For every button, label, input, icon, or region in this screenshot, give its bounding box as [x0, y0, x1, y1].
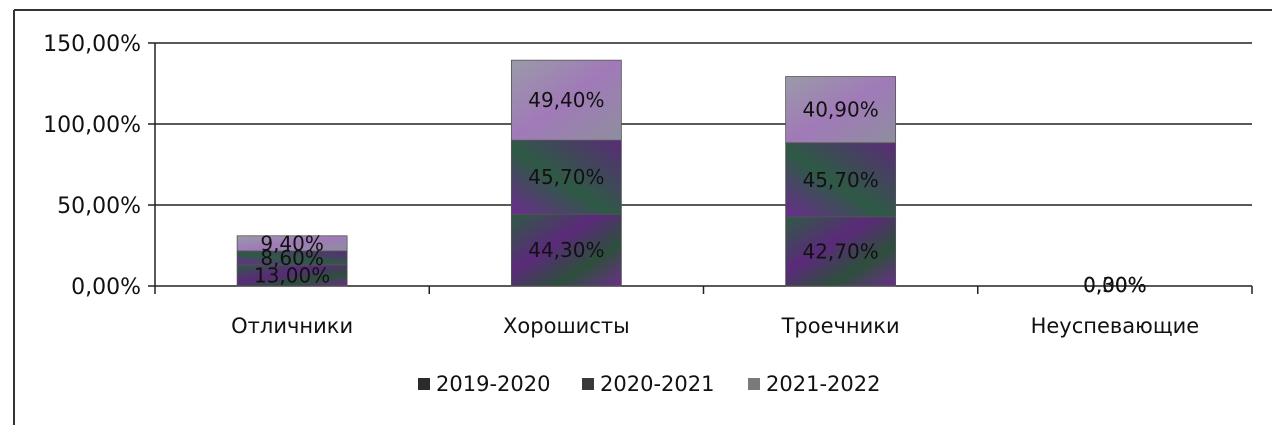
y-tick-label: 150,00% — [43, 32, 141, 57]
data-label: 0,30% — [1083, 273, 1147, 297]
legend-label: 2019-2020 — [436, 372, 550, 396]
gridlines — [155, 42, 1252, 206]
bar-segment — [510, 139, 622, 215]
bar-segment — [785, 142, 897, 218]
bars — [236, 59, 897, 287]
y-tick-label: 50,00% — [57, 194, 141, 219]
legend-label: 2021-2022 — [766, 372, 880, 396]
bar-segment — [785, 76, 897, 144]
x-tick-label: Отличники — [231, 314, 353, 338]
bar-segment — [510, 59, 622, 141]
data-label: 42,70% — [802, 239, 878, 263]
legend: 2019-2020 2020-2021 2021-2022 — [418, 372, 880, 396]
data-label: 49,40% — [528, 88, 604, 112]
legend-swatch — [748, 378, 760, 390]
legend-label: 2020-2021 — [600, 372, 714, 396]
data-label: 45,70% — [802, 168, 878, 192]
data-label: 8,60% — [260, 246, 324, 270]
data-label: 0,00% — [1083, 273, 1147, 297]
legend-swatch — [418, 378, 430, 390]
data-label: 13,00% — [254, 263, 330, 287]
data-label: 45,70% — [528, 165, 604, 189]
data-label: 9,40% — [260, 231, 324, 255]
data-label: 0,00% — [1083, 273, 1147, 297]
data-label: 44,30% — [528, 238, 604, 262]
bar-segment — [785, 216, 897, 287]
x-tick-label: Неуспевающие — [1031, 314, 1200, 338]
axes: 0,00% 50,00% 100,00% 150,00% Отличники Хороши… — [43, 32, 1253, 338]
y-tick-label: 100,00% — [43, 113, 141, 138]
x-tick-label: Хорошисты — [503, 314, 630, 338]
x-tick-label: Троечники — [781, 314, 900, 338]
bar-segment — [236, 235, 348, 252]
data-labels: 13,00%8,60%9,40% 44,30% 45,70% 49,40% 42,70%… — [254, 88, 1147, 297]
y-tick-label: 0,00% — [71, 275, 141, 300]
data-label: 40,90% — [802, 98, 878, 122]
legend-swatch — [582, 378, 594, 390]
